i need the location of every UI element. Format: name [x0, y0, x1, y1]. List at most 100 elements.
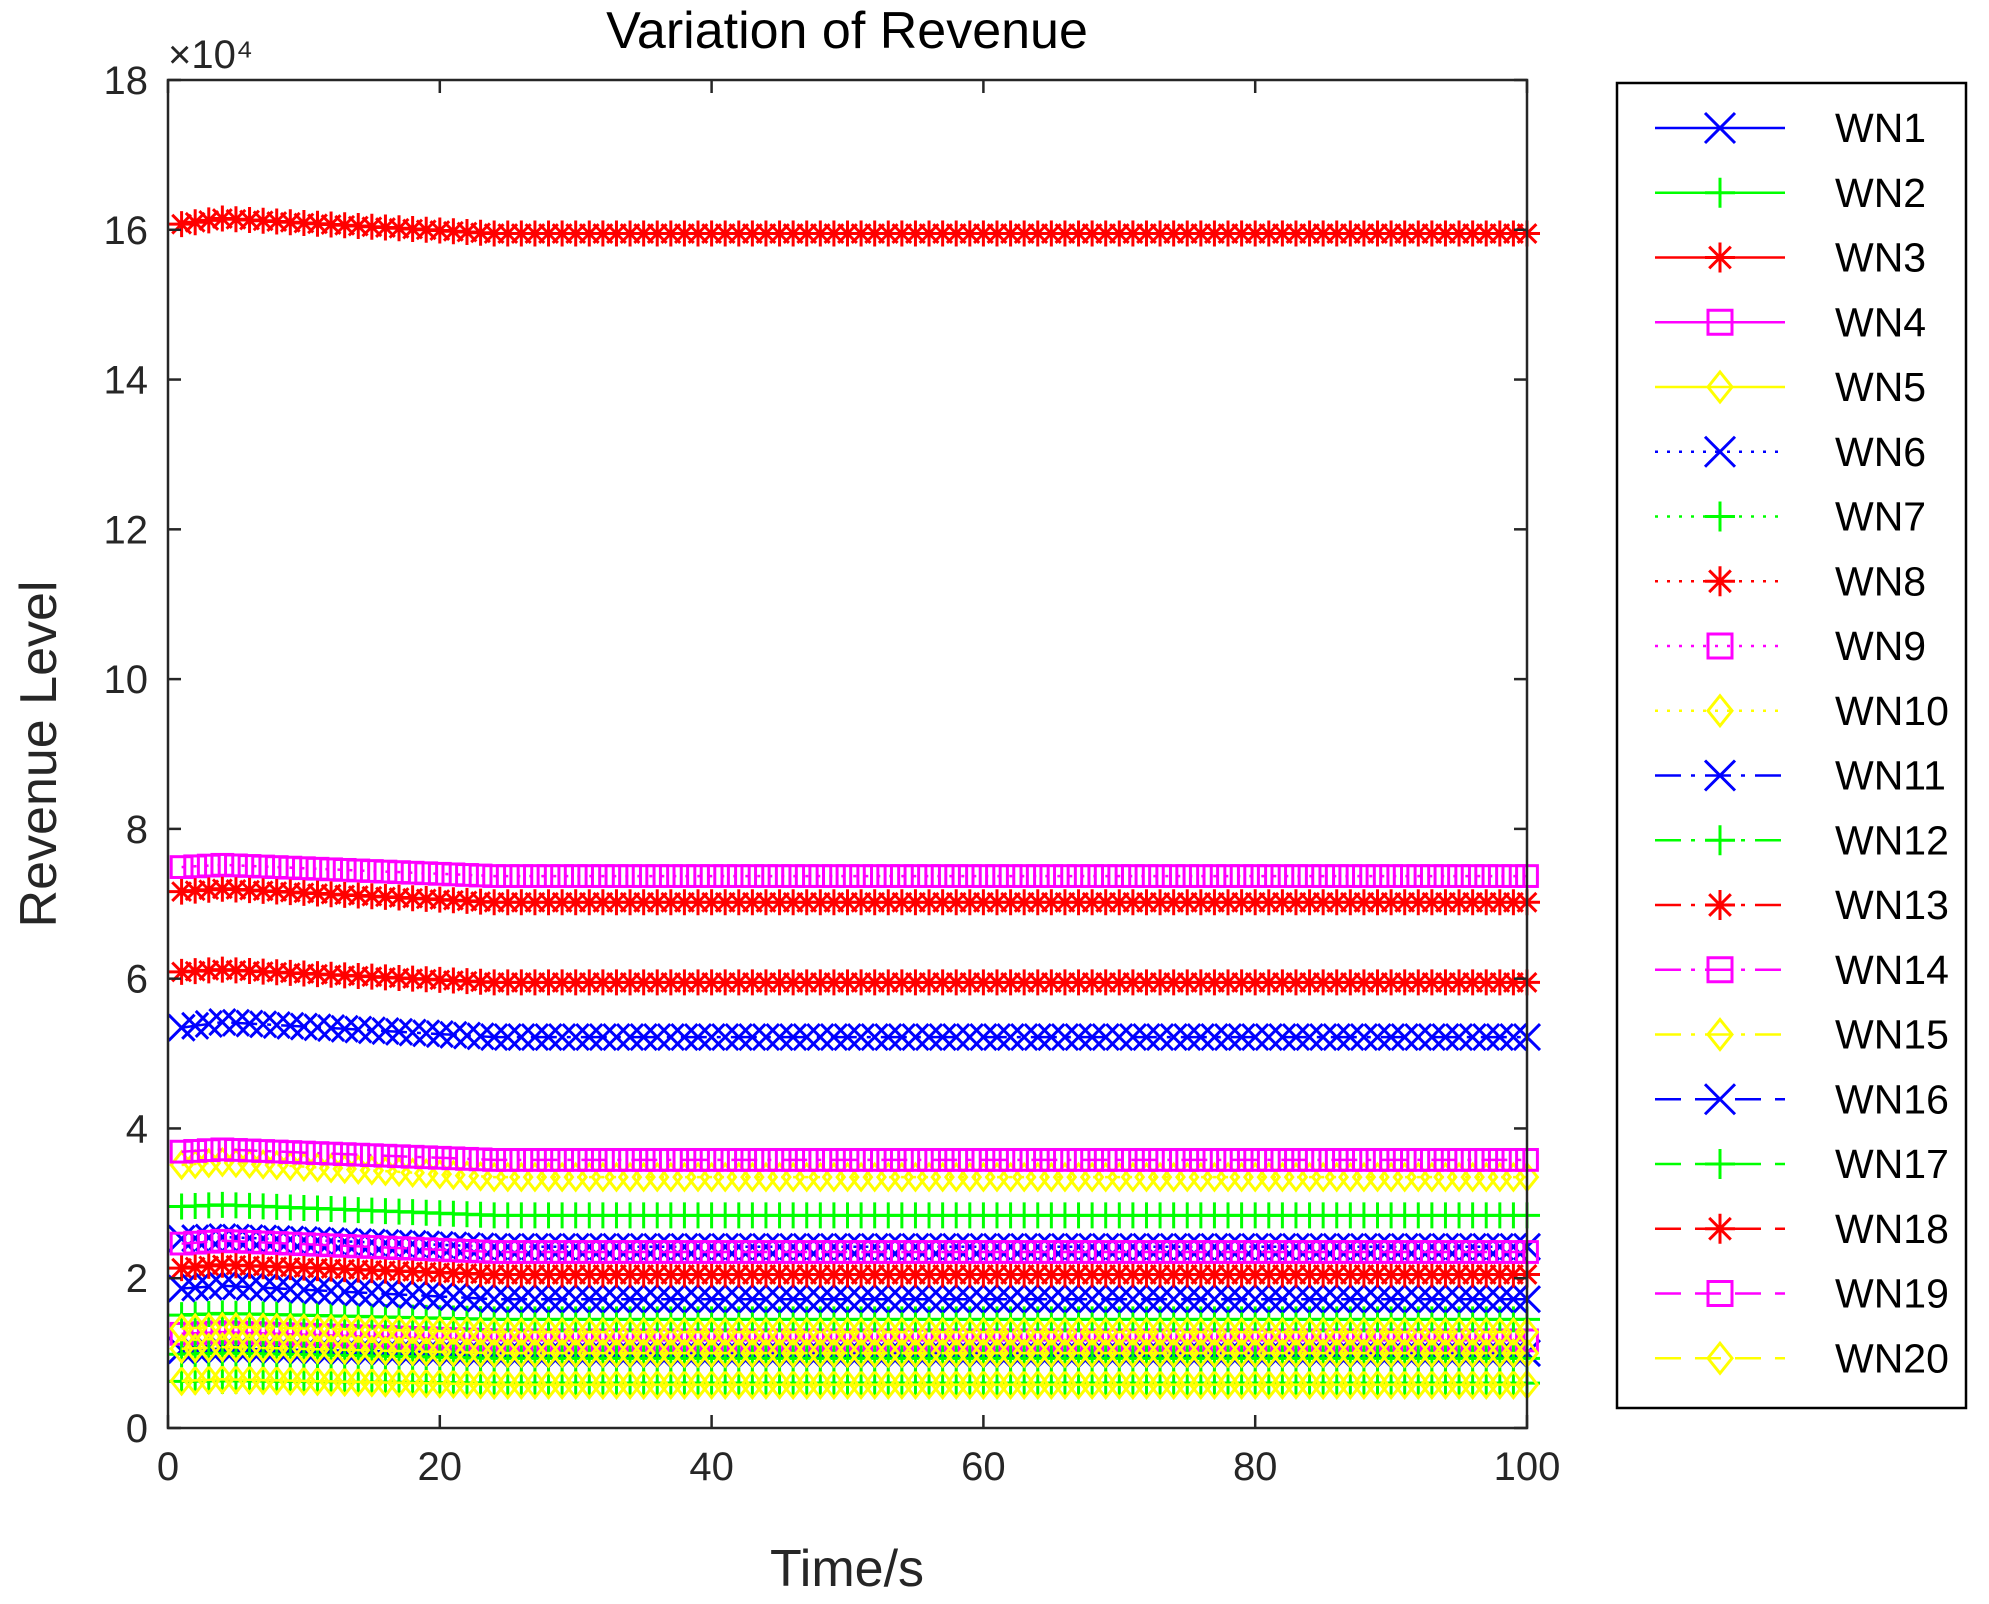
- data-point: [1269, 220, 1296, 247]
- data-point: [1418, 220, 1445, 247]
- data-point: [1269, 1261, 1296, 1288]
- data-point: [1390, 1285, 1419, 1314]
- data-point: [1188, 1240, 1213, 1264]
- data-point: [480, 1285, 509, 1314]
- data-point: [427, 1145, 452, 1170]
- legend-marker: [1705, 566, 1735, 597]
- data-point: [466, 1022, 495, 1051]
- data-point: [1243, 1147, 1268, 1172]
- axes-box: [166, 78, 1529, 1430]
- data-point: [209, 1251, 236, 1278]
- data-point: [685, 220, 712, 247]
- data-point: [631, 1240, 656, 1264]
- data-point: [982, 1232, 1012, 1261]
- y-tick-label: 2: [126, 1257, 148, 1301]
- data-point: [520, 1023, 549, 1052]
- data-point: [1404, 1285, 1433, 1314]
- data-point: [602, 1285, 631, 1314]
- data-point: [1352, 864, 1376, 888]
- data-point: [427, 1237, 452, 1262]
- data-point: [848, 969, 875, 996]
- legend-entry-wn18: WN18: [1655, 1206, 1949, 1252]
- data-point: [930, 864, 955, 888]
- data-point: [1216, 864, 1240, 888]
- data-point: [439, 1231, 468, 1260]
- data-point: [182, 1253, 209, 1280]
- data-point: [1201, 969, 1228, 996]
- data-point: [1417, 1023, 1446, 1052]
- data-point: [1458, 1285, 1487, 1314]
- data-point: [1187, 969, 1214, 996]
- data-point: [1391, 220, 1418, 247]
- data-point: [169, 1231, 194, 1256]
- data-point: [956, 1261, 983, 1288]
- series-line: [181, 1235, 1527, 1249]
- data-point: [1444, 1023, 1474, 1052]
- data-point: [441, 862, 466, 887]
- data-point: [1147, 1261, 1174, 1288]
- data-point: [740, 1240, 765, 1264]
- data-point: [1160, 1261, 1187, 1288]
- data-point: [1160, 220, 1187, 247]
- data-point: [793, 220, 820, 247]
- data-point: [426, 966, 453, 993]
- series-wn3: [168, 205, 1540, 247]
- data-point: [997, 220, 1024, 247]
- series-wn6: [167, 1222, 1542, 1261]
- data-point: [1432, 969, 1459, 996]
- data-point: [494, 969, 521, 996]
- legend-label: WN7: [1835, 494, 1926, 540]
- data-point: [181, 1273, 210, 1302]
- data-point: [793, 969, 820, 996]
- data-point: [1024, 889, 1051, 916]
- data-point: [834, 220, 861, 247]
- data-point: [1186, 1232, 1215, 1261]
- data-point: [1118, 1023, 1147, 1052]
- data-point: [917, 1147, 941, 1172]
- data-point: [575, 1232, 604, 1261]
- data-point: [847, 1023, 876, 1052]
- data-point: [168, 878, 195, 905]
- data-point: [1229, 1147, 1254, 1172]
- data-point: [1499, 1285, 1528, 1314]
- data-point: [901, 1023, 930, 1052]
- data-point: [1023, 1285, 1052, 1314]
- data-point: [413, 966, 440, 993]
- data-point: [808, 864, 833, 888]
- data-point: [1202, 1147, 1227, 1172]
- data-point: [1038, 1261, 1065, 1288]
- data-point: [251, 1230, 276, 1255]
- data-point: [996, 1023, 1025, 1052]
- data-point: [1243, 1240, 1268, 1264]
- data-point: [1474, 1147, 1499, 1172]
- data-point: [806, 1023, 835, 1052]
- data-point: [277, 209, 304, 236]
- data-point: [221, 1272, 251, 1301]
- data-point: [930, 1240, 955, 1264]
- data-point: [359, 1143, 384, 1168]
- data-point: [792, 1023, 821, 1052]
- data-point: [1092, 969, 1119, 996]
- data-point: [942, 1023, 971, 1052]
- data-point: [548, 1232, 577, 1261]
- data-point: [943, 969, 970, 996]
- data-point: [1417, 1232, 1446, 1261]
- data-point: [1093, 1147, 1118, 1172]
- data-point: [1296, 889, 1323, 916]
- data-point: [508, 220, 535, 247]
- data-point: [1338, 1240, 1363, 1264]
- legend-marker: [1706, 956, 1734, 984]
- data-point: [236, 1252, 263, 1279]
- data-point: [672, 1240, 697, 1264]
- data-point: [292, 856, 316, 881]
- data-point: [1433, 1240, 1458, 1264]
- data-point: [1105, 1232, 1134, 1261]
- data-point: [671, 969, 698, 996]
- data-point: [916, 889, 943, 916]
- data-point: [740, 1147, 765, 1172]
- data-point: [699, 1147, 724, 1172]
- data-point: [318, 961, 345, 988]
- data-point: [738, 1285, 767, 1314]
- data-point: [1297, 1147, 1322, 1172]
- data-point: [686, 864, 710, 888]
